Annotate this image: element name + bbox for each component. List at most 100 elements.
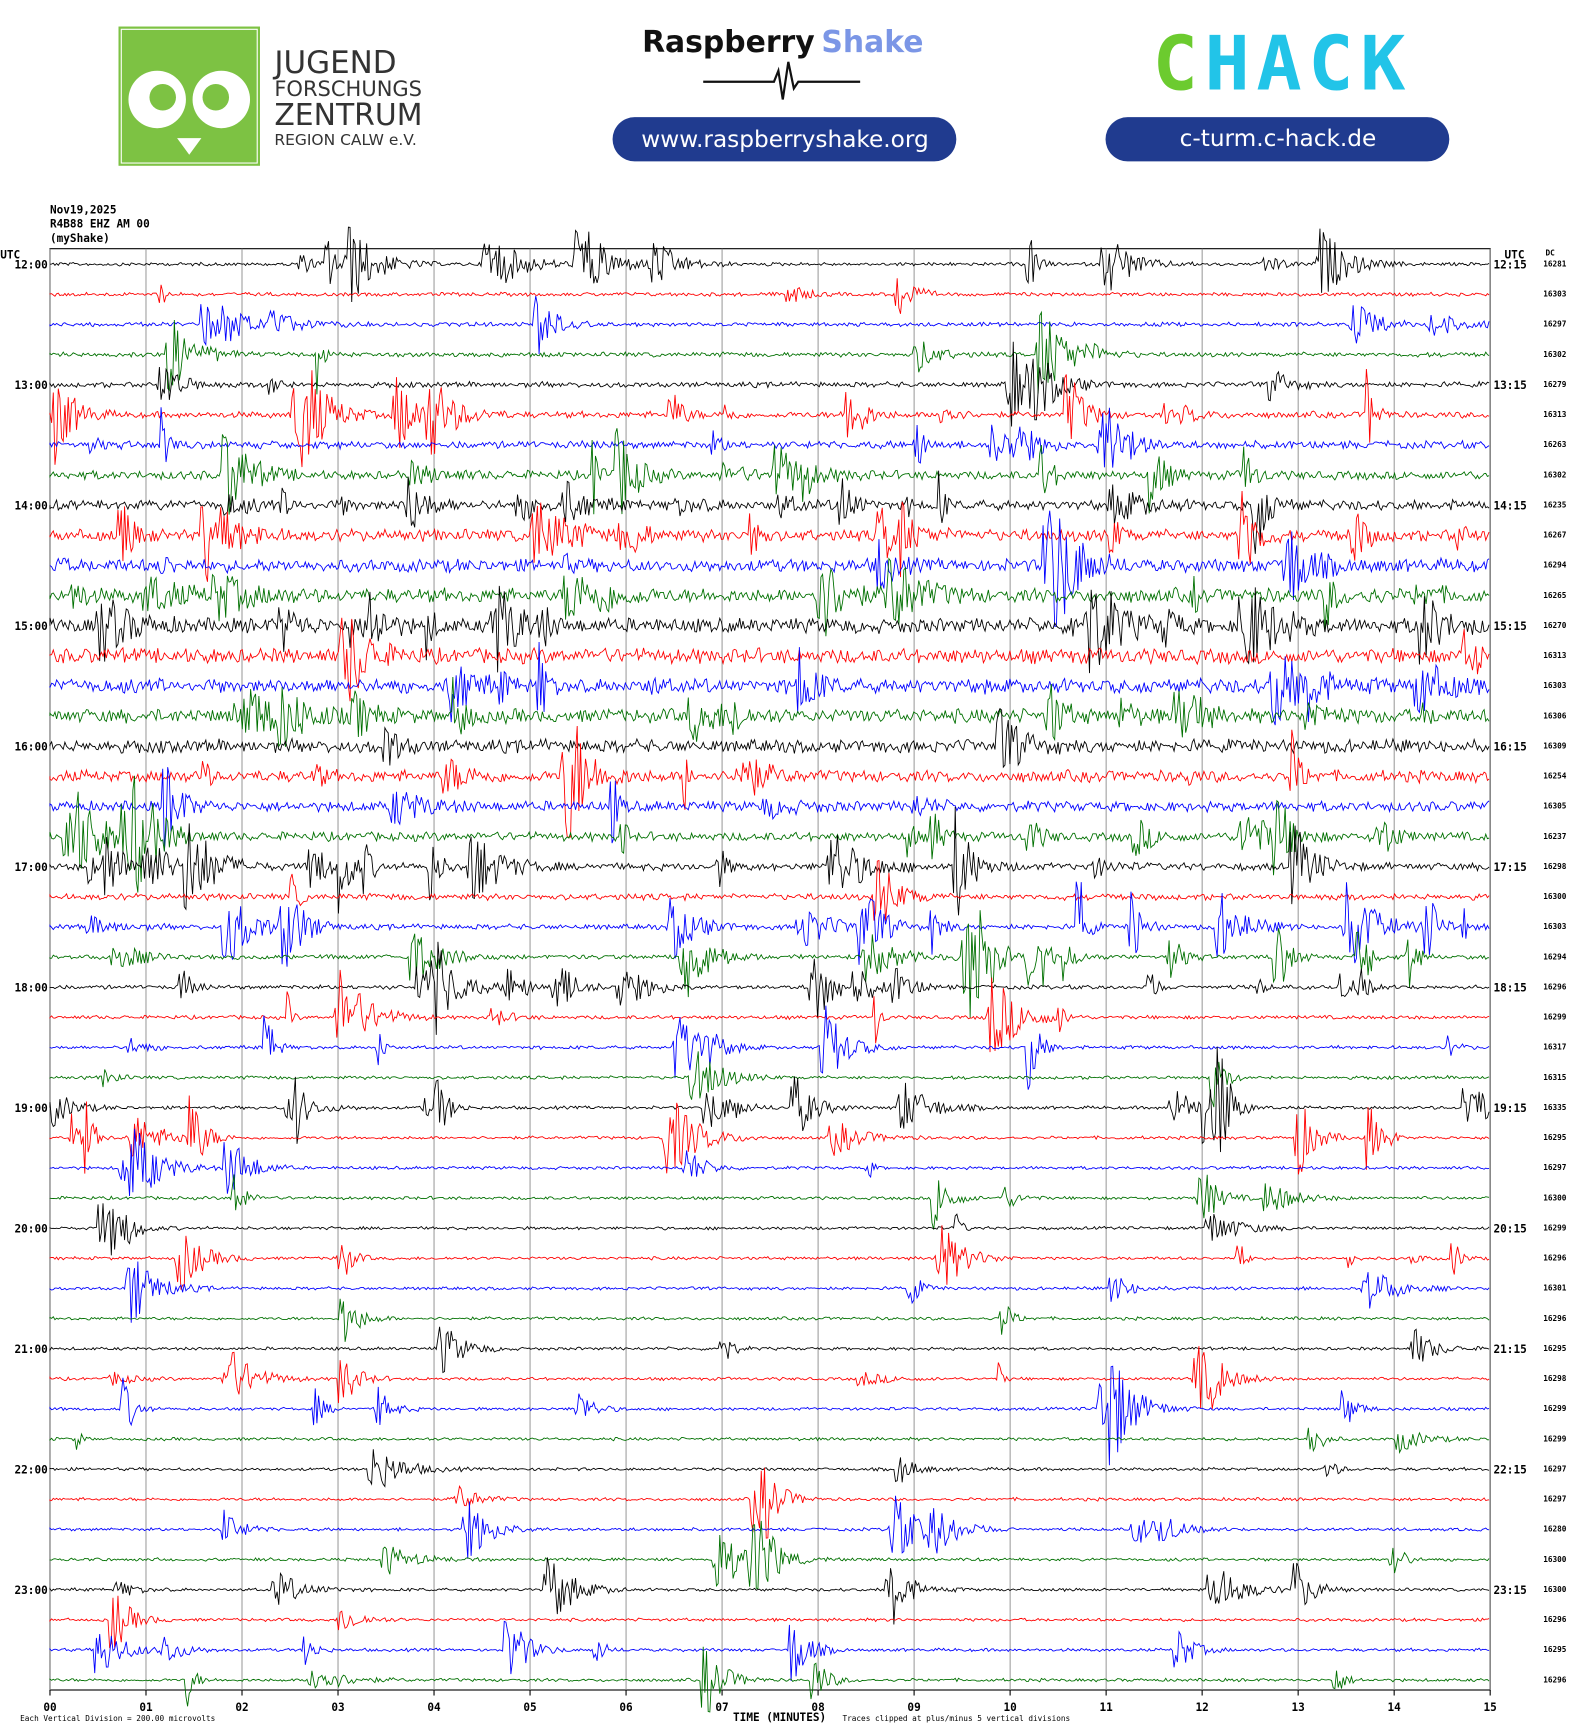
trace bbox=[49, 510, 1490, 627]
dc-value: 16299 bbox=[1543, 1223, 1567, 1232]
dc-value: 16294 bbox=[1543, 952, 1567, 961]
trace bbox=[49, 1298, 1490, 1342]
x-tick-label: 11 bbox=[1099, 1701, 1113, 1714]
trace bbox=[49, 910, 1490, 1018]
dc-value: 16235 bbox=[1543, 500, 1567, 509]
trace bbox=[49, 1646, 1490, 1713]
brand-title: Raspberry Shake bbox=[642, 25, 923, 60]
dc-value: 16281 bbox=[1543, 259, 1567, 268]
trace bbox=[49, 1005, 1490, 1090]
trace bbox=[49, 585, 1490, 674]
dc-value: 16263 bbox=[1543, 440, 1567, 449]
trace bbox=[49, 278, 1490, 314]
right-label: 17:15 bbox=[1493, 861, 1526, 874]
left-label: 16:00 bbox=[15, 741, 48, 754]
x-tick-label: 15 bbox=[1484, 1701, 1497, 1714]
dc-value: 16305 bbox=[1543, 802, 1567, 811]
trace bbox=[49, 641, 1490, 726]
trace bbox=[49, 470, 1490, 554]
dc-value: 16296 bbox=[1543, 1615, 1567, 1624]
dc-value: 16270 bbox=[1543, 621, 1567, 630]
left-label: 14:00 bbox=[15, 500, 48, 513]
trace bbox=[49, 969, 1490, 1053]
dc-value: 16294 bbox=[1543, 561, 1567, 570]
trace bbox=[49, 1326, 1490, 1374]
right-unit: UTC bbox=[1505, 249, 1525, 262]
dc-value: 16298 bbox=[1543, 1374, 1567, 1383]
dc-value: 16296 bbox=[1543, 982, 1567, 991]
trace bbox=[49, 707, 1490, 769]
dc-value: 16267 bbox=[1543, 531, 1567, 540]
trace bbox=[49, 1051, 1490, 1108]
x-tick-label: 08 bbox=[811, 1701, 824, 1714]
left-label: 17:00 bbox=[15, 861, 48, 874]
trace bbox=[49, 1095, 1490, 1175]
dc-value: 16279 bbox=[1543, 380, 1567, 389]
left-label: 20:00 bbox=[15, 1223, 48, 1236]
dc-value: 16296 bbox=[1543, 1314, 1567, 1323]
dc-value: 16254 bbox=[1543, 772, 1567, 781]
trace bbox=[49, 1203, 1490, 1256]
right-label: 16:15 bbox=[1493, 741, 1526, 754]
x-tick-label: 10 bbox=[1003, 1701, 1016, 1714]
x-tick-label: 02 bbox=[235, 1701, 248, 1714]
x-tick-label: 07 bbox=[715, 1701, 728, 1714]
x-title: TIME (MINUTES) bbox=[733, 1711, 826, 1724]
dc-value: 16315 bbox=[1543, 1073, 1567, 1082]
right-label: 20:15 bbox=[1493, 1223, 1526, 1236]
trace bbox=[49, 491, 1490, 582]
brand-first: Raspberry bbox=[642, 25, 815, 60]
dc-value: 16299 bbox=[1543, 1013, 1567, 1022]
right-label: 23:15 bbox=[1493, 1584, 1526, 1597]
scale-note: Each Vertical Division = 200.00 microvol… bbox=[20, 1714, 215, 1723]
url-pill[interactable] bbox=[612, 117, 957, 162]
helicorder: 00 01 02 03 04 05 06 07 08 09 10 11 12 13 14 15 12:00 12:… bbox=[15, 226, 1567, 1714]
dc-value: 16299 bbox=[1543, 1404, 1567, 1413]
right-label: 13:15 bbox=[1493, 379, 1526, 392]
x-tick-label: 05 bbox=[523, 1701, 536, 1714]
date: Nov19,2025 bbox=[50, 203, 117, 216]
right-label: 12:15 bbox=[1493, 259, 1526, 272]
trace bbox=[49, 1557, 1490, 1625]
dc-value: 16296 bbox=[1543, 1254, 1567, 1263]
dc-value: 16303 bbox=[1543, 290, 1567, 299]
trace bbox=[49, 676, 1490, 748]
url-text[interactable]: www.raspberryshake.org bbox=[641, 126, 929, 153]
dc-value: 16313 bbox=[1543, 410, 1567, 419]
left-label: 12:00 bbox=[15, 259, 48, 272]
right-label: 14:15 bbox=[1493, 500, 1526, 513]
hack-logo: CHACK c-turm.c-hack.de bbox=[1105, 20, 1450, 162]
x-tick-label: 12 bbox=[1195, 1701, 1208, 1714]
network: (myShake) bbox=[50, 232, 110, 245]
left-label: 19:00 bbox=[15, 1102, 48, 1115]
right-label: 19:15 bbox=[1493, 1102, 1526, 1115]
org-line: ZENTRUM bbox=[274, 98, 422, 133]
trace bbox=[49, 1427, 1490, 1455]
dc-value: 16237 bbox=[1543, 832, 1567, 841]
dc-value: 16295 bbox=[1543, 1344, 1567, 1353]
x-tick-label: 06 bbox=[619, 1701, 633, 1714]
trace bbox=[49, 1520, 1490, 1590]
right-label: 22:15 bbox=[1493, 1464, 1526, 1477]
url-pill[interactable] bbox=[1105, 117, 1450, 162]
org-logo: JUGEND FORSCHUNGS ZENTRUM REGION CALW e.… bbox=[118, 26, 422, 166]
x-tick-label: 09 bbox=[907, 1701, 920, 1714]
dc-value: 16313 bbox=[1543, 651, 1567, 660]
trace bbox=[49, 226, 1490, 302]
dc-value: 16297 bbox=[1543, 1163, 1567, 1172]
dc-value: 16317 bbox=[1543, 1043, 1567, 1052]
x-tick-label: 01 bbox=[139, 1701, 153, 1714]
hack-second: HACK bbox=[1205, 20, 1413, 108]
brand-wave bbox=[703, 61, 861, 100]
x-tick-label: 13 bbox=[1291, 1701, 1304, 1714]
trace bbox=[49, 341, 1490, 427]
url-text[interactable]: c-turm.c-hack.de bbox=[1180, 125, 1377, 152]
owl-pupil bbox=[202, 84, 230, 111]
dc-value: 16295 bbox=[1543, 1645, 1567, 1654]
trace bbox=[49, 1225, 1490, 1290]
trace bbox=[49, 369, 1490, 468]
trace bbox=[49, 295, 1490, 355]
trace bbox=[49, 775, 1490, 893]
left-label: 23:00 bbox=[15, 1584, 48, 1597]
